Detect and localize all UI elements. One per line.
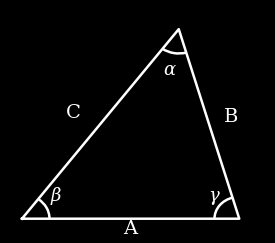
Text: C: C (66, 104, 81, 122)
Text: B: B (224, 108, 238, 126)
Text: A: A (123, 220, 138, 238)
Text: β: β (51, 187, 61, 205)
Text: α: α (163, 61, 175, 79)
Text: γ: γ (208, 187, 219, 205)
